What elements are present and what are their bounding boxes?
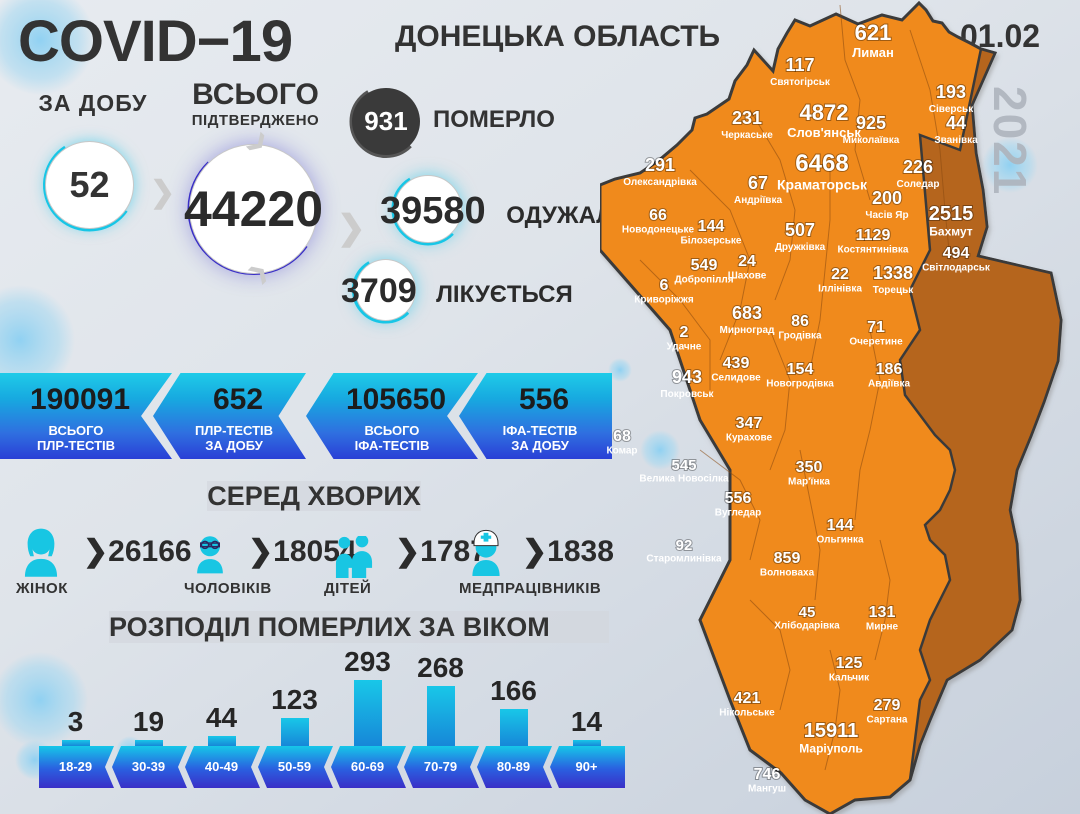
svg-text:291: 291 <box>645 155 675 175</box>
svg-text:6468: 6468 <box>795 150 848 177</box>
svg-text:347: 347 <box>736 415 763 432</box>
svg-text:507: 507 <box>785 220 815 240</box>
svg-text:Авдіївка: Авдіївка <box>868 378 910 389</box>
svg-text:186: 186 <box>876 361 903 378</box>
svg-text:621: 621 <box>855 20 892 45</box>
svg-text:Гродівка: Гродівка <box>778 330 822 341</box>
svg-text:Святогірськ: Святогірськ <box>770 77 831 88</box>
svg-text:859: 859 <box>774 550 801 567</box>
svg-text:45: 45 <box>799 604 816 621</box>
svg-text:193: 193 <box>936 82 966 102</box>
svg-text:144: 144 <box>827 517 854 534</box>
svg-text:Торецьк: Торецьк <box>873 285 915 296</box>
svg-text:Новодонецьке: Новодонецьке <box>622 224 695 235</box>
svg-text:439: 439 <box>723 355 750 372</box>
svg-text:925: 925 <box>856 113 886 133</box>
svg-text:Званівка: Званівка <box>934 135 978 146</box>
svg-text:943: 943 <box>672 367 702 387</box>
svg-text:Волноваха: Волноваха <box>760 567 815 578</box>
svg-text:Добропілля: Добропілля <box>674 273 733 285</box>
svg-text:683: 683 <box>732 303 762 323</box>
svg-text:Олександрівка: Олександрівка <box>623 177 697 188</box>
svg-text:Селидове: Селидове <box>711 372 761 383</box>
svg-text:125: 125 <box>836 655 863 672</box>
svg-text:Костянтинівка: Костянтинівка <box>838 244 909 255</box>
svg-text:Криворіжжя: Криворіжжя <box>634 294 694 305</box>
svg-text:Бахмут: Бахмут <box>929 225 973 239</box>
svg-text:Нікольське: Нікольське <box>719 707 775 718</box>
svg-text:Кальчик: Кальчик <box>829 672 870 683</box>
svg-text:154: 154 <box>787 361 814 378</box>
svg-text:746: 746 <box>754 766 781 783</box>
svg-text:Білозерське: Білозерське <box>681 235 742 246</box>
svg-text:2: 2 <box>680 324 689 341</box>
svg-text:Маріуполь: Маріуполь <box>799 742 862 756</box>
svg-text:Старомлинівка: Старомлинівка <box>646 554 722 565</box>
svg-text:Дружківка: Дружківка <box>775 242 826 253</box>
svg-text:117: 117 <box>785 55 814 75</box>
svg-text:350: 350 <box>796 459 823 476</box>
svg-text:Черкаське: Черкаське <box>721 130 773 141</box>
svg-text:44: 44 <box>946 113 966 133</box>
svg-text:Велика Новосілка: Велика Новосілка <box>639 474 729 485</box>
svg-text:421: 421 <box>734 690 761 707</box>
svg-text:200: 200 <box>872 188 902 208</box>
svg-text:Часів Яр: Часів Яр <box>865 210 908 221</box>
svg-text:86: 86 <box>791 313 809 330</box>
svg-text:144: 144 <box>698 218 725 235</box>
svg-text:Лиман: Лиман <box>852 45 894 60</box>
svg-text:Андріївка: Андріївка <box>734 195 782 206</box>
svg-text:131: 131 <box>869 604 896 621</box>
svg-text:494: 494 <box>943 245 970 262</box>
svg-text:Мирноград: Мирноград <box>720 325 776 336</box>
svg-text:Покровськ: Покровськ <box>660 389 714 400</box>
svg-text:Удачне: Удачне <box>667 341 702 352</box>
svg-text:Комар: Комар <box>606 445 637 456</box>
svg-text:Вугледар: Вугледар <box>715 507 762 518</box>
svg-text:Миколаївка: Миколаївка <box>843 135 900 146</box>
svg-text:226: 226 <box>903 157 933 177</box>
svg-text:545: 545 <box>671 457 696 474</box>
svg-text:Курахове: Курахове <box>726 432 773 443</box>
svg-text:66: 66 <box>649 207 667 224</box>
svg-text:Мирне: Мирне <box>866 621 899 632</box>
svg-text:1129: 1129 <box>856 227 891 244</box>
svg-text:Новогродівка: Новогродівка <box>766 378 834 389</box>
svg-text:Мар'їнка: Мар'їнка <box>788 476 830 487</box>
svg-text:Ольгинка: Ольгинка <box>816 534 864 545</box>
svg-text:71: 71 <box>867 319 885 336</box>
svg-text:Світлодарськ: Світлодарськ <box>922 262 991 273</box>
svg-text:92: 92 <box>676 537 693 554</box>
svg-text:2515: 2515 <box>929 203 974 225</box>
svg-text:Очеретине: Очеретине <box>849 336 903 347</box>
svg-text:Іллінівка: Іллінівка <box>818 283 862 294</box>
svg-text:24: 24 <box>738 253 756 270</box>
svg-text:15911: 15911 <box>804 720 859 742</box>
svg-text:Краматорськ: Краматорськ <box>777 177 868 193</box>
svg-text:22: 22 <box>831 266 849 283</box>
svg-text:Шахове: Шахове <box>728 270 767 281</box>
svg-text:Соледар: Соледар <box>897 179 940 190</box>
svg-text:556: 556 <box>725 490 752 507</box>
svg-text:279: 279 <box>874 697 901 714</box>
svg-text:1338: 1338 <box>873 263 913 283</box>
svg-text:Мангуш: Мангуш <box>748 783 786 794</box>
svg-text:231: 231 <box>732 108 762 128</box>
svg-text:68: 68 <box>613 428 631 445</box>
svg-text:549: 549 <box>691 257 718 274</box>
svg-text:4872: 4872 <box>800 100 849 125</box>
svg-text:Сартана: Сартана <box>867 714 908 725</box>
svg-text:6: 6 <box>660 277 669 294</box>
svg-text:67: 67 <box>748 173 768 193</box>
svg-text:Хлібодарівка: Хлібодарівка <box>774 620 840 632</box>
